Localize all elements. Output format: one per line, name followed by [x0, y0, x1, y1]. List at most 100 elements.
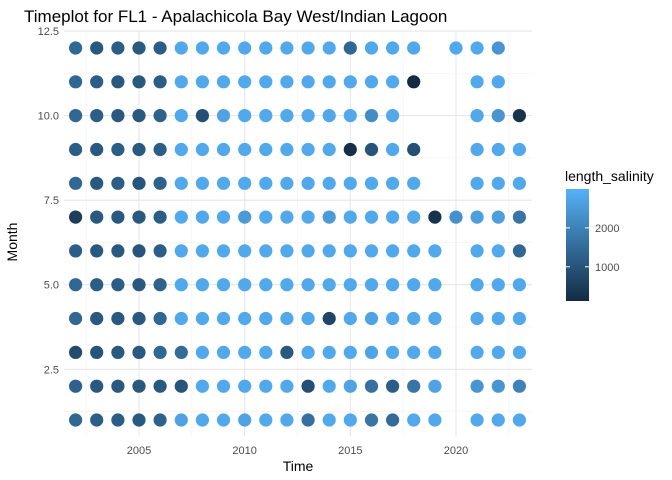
- data-point: [343, 379, 357, 393]
- data-point: [301, 413, 315, 427]
- data-point: [69, 311, 83, 326]
- data-point: [386, 345, 400, 359]
- data-point: [491, 244, 505, 258]
- data-point: [174, 176, 188, 190]
- data-point: [364, 278, 379, 292]
- data-point: [491, 142, 505, 157]
- data-point: [153, 142, 167, 157]
- data-point: [301, 244, 315, 258]
- data-point: [386, 109, 400, 123]
- data-point: [512, 413, 527, 427]
- data-point: [470, 41, 484, 55]
- data-point: [322, 41, 336, 55]
- data-point: [90, 278, 104, 292]
- data-point: [259, 210, 273, 224]
- data-point: [174, 345, 188, 359]
- data-point: [301, 75, 315, 89]
- data-point: [195, 75, 209, 89]
- data-point: [132, 210, 146, 224]
- data-point: [491, 176, 505, 190]
- data-point: [428, 244, 442, 258]
- data-point: [69, 345, 83, 359]
- data-point: [364, 311, 379, 326]
- data-point: [90, 311, 104, 326]
- data-point: [90, 176, 104, 190]
- data-point: [407, 311, 421, 326]
- data-point: [322, 413, 336, 427]
- data-point: [343, 75, 357, 89]
- data-point: [491, 278, 505, 292]
- data-point: [259, 345, 273, 359]
- data-point: [280, 109, 294, 123]
- data-point: [322, 379, 336, 393]
- data-point: [216, 41, 231, 55]
- data-point: [301, 345, 315, 359]
- x-tick-labels: 2005 2010 2015 2020: [127, 445, 468, 457]
- data-point: [90, 413, 104, 427]
- data-point: [132, 244, 146, 258]
- data-point: [491, 379, 505, 393]
- data-point: [132, 142, 146, 157]
- legend-colorbar: [566, 189, 589, 301]
- data-point: [111, 75, 125, 89]
- data-point: [69, 75, 83, 89]
- data-point: [491, 210, 505, 224]
- data-point: [470, 244, 484, 258]
- data-point: [428, 278, 442, 292]
- data-point: [407, 413, 421, 427]
- data-point: [322, 109, 336, 123]
- data-point: [512, 176, 527, 190]
- data-point: [174, 142, 188, 157]
- data-point: [132, 75, 146, 89]
- data-point: [90, 345, 104, 359]
- data-point: [386, 210, 400, 224]
- data-point: [512, 142, 527, 157]
- data-point: [280, 413, 294, 427]
- y-tick-label: 7.5: [44, 195, 59, 207]
- data-point: [449, 210, 463, 224]
- y-tick-labels: 2.5 5.0 7.5 10.0 12.5: [38, 26, 59, 376]
- data-point: [280, 210, 294, 224]
- data-point: [195, 142, 209, 157]
- data-point: [216, 176, 231, 190]
- data-point: [512, 379, 527, 393]
- data-point: [174, 379, 188, 393]
- data-point: [470, 75, 484, 89]
- data-point: [69, 41, 83, 55]
- data-point: [90, 379, 104, 393]
- x-axis-title: Time: [283, 458, 314, 474]
- data-point: [364, 345, 379, 359]
- data-point: [259, 311, 273, 326]
- data-point: [301, 210, 315, 224]
- data-point: [407, 244, 421, 258]
- data-point: [238, 413, 252, 427]
- data-point: [216, 379, 231, 393]
- data-point: [386, 142, 400, 157]
- data-point: [132, 41, 146, 55]
- data-point: [132, 345, 146, 359]
- data-point: [386, 413, 400, 427]
- data-point: [69, 142, 83, 157]
- data-point: [153, 75, 167, 89]
- data-point: [343, 278, 357, 292]
- data-point: [259, 379, 273, 393]
- data-point: [322, 75, 336, 89]
- legend-ticks: 1000 2000: [566, 223, 619, 274]
- data-point: [322, 176, 336, 190]
- data-point: [470, 278, 484, 292]
- data-point: [364, 244, 379, 258]
- data-point: [238, 41, 252, 55]
- data-point: [238, 210, 252, 224]
- data-point: [322, 142, 336, 157]
- data-point: [216, 210, 231, 224]
- legend-title: length_salinity: [565, 168, 654, 184]
- data-point: [491, 413, 505, 427]
- data-point: [69, 244, 83, 258]
- y-tick-label: 12.5: [38, 26, 59, 38]
- data-point: [301, 311, 315, 326]
- data-point: [343, 413, 357, 427]
- data-point: [174, 278, 188, 292]
- data-point: [153, 345, 167, 359]
- data-point: [111, 413, 125, 427]
